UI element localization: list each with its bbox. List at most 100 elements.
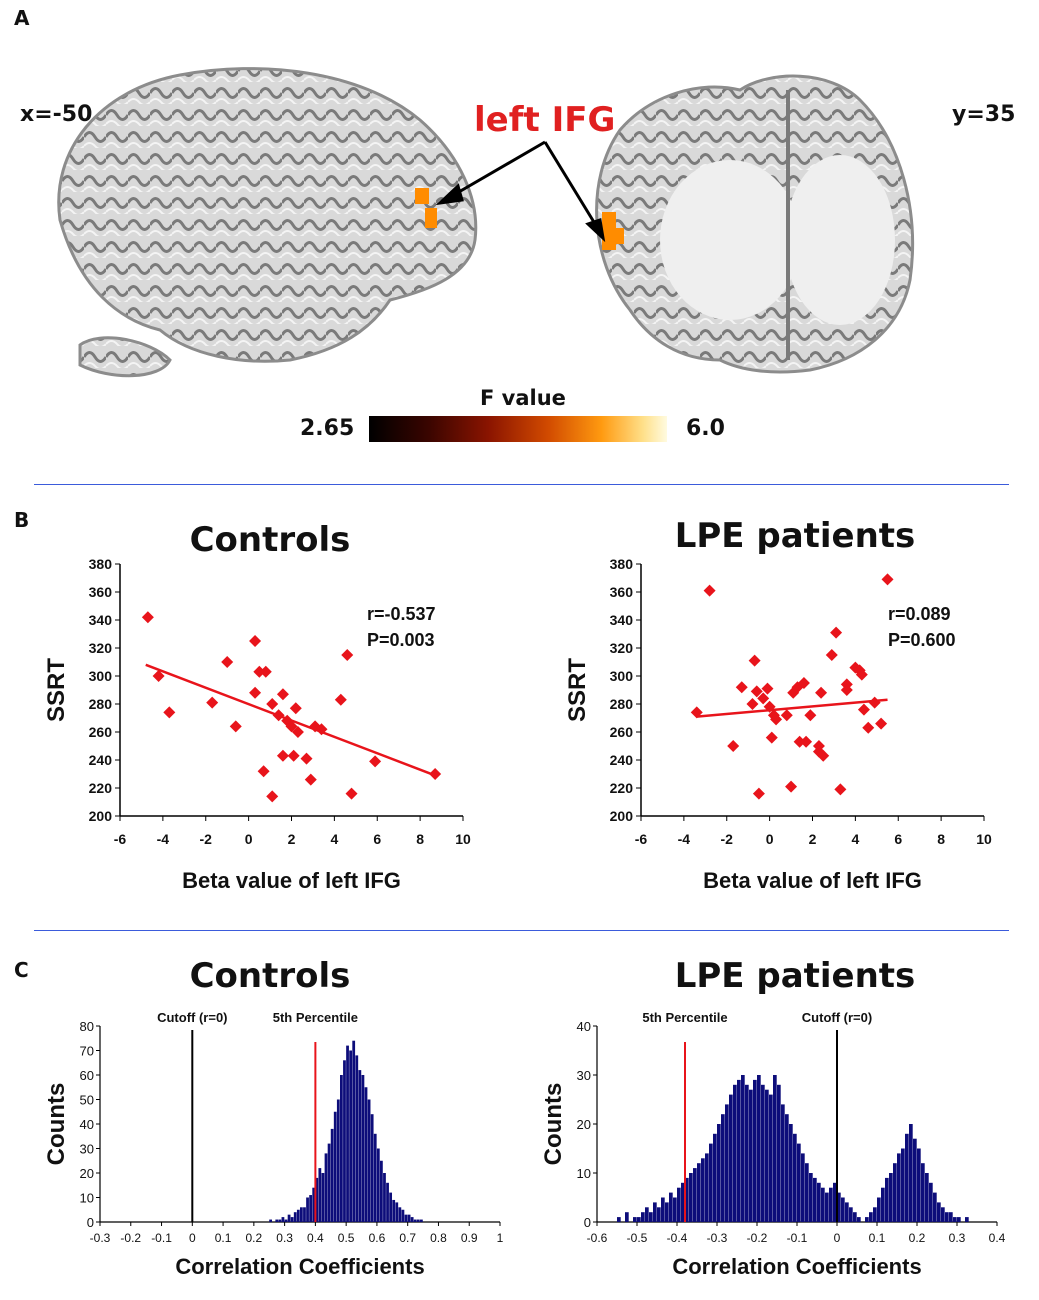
histogram-bar: [358, 1070, 362, 1222]
histogram-bar: [697, 1163, 701, 1222]
data-point: [763, 700, 776, 713]
y-tick-label: 280: [610, 696, 634, 712]
x-tick-label: 2: [288, 831, 296, 847]
x-tick-label: 8: [937, 831, 945, 847]
data-point: [266, 790, 279, 803]
x-tick-label: 10: [455, 831, 471, 847]
x-tick-label: 0.1: [869, 1231, 886, 1245]
histogram-bar: [809, 1173, 813, 1222]
data-point: [341, 649, 354, 661]
histogram-bar: [865, 1217, 869, 1222]
histogram-bar: [905, 1133, 909, 1222]
coronal-roi-side: [614, 228, 624, 244]
histogram-bar: [797, 1143, 801, 1222]
histogram-bar: [327, 1143, 331, 1222]
y-tick-label: 340: [89, 612, 113, 628]
stats-r: r=-0.537: [367, 604, 436, 624]
histogram-bar: [633, 1217, 637, 1222]
data-point: [797, 677, 810, 689]
y-axis-label: Counts: [540, 1083, 567, 1166]
y-tick-label: 50: [80, 1093, 94, 1108]
histogram-bar: [805, 1163, 809, 1222]
y-tick-label: 240: [610, 752, 634, 768]
histogram-bar: [825, 1192, 829, 1222]
scatter-lpe-title: LPE patients: [674, 516, 916, 556]
histogram-bar: [398, 1207, 402, 1222]
histogram-bar: [324, 1153, 328, 1222]
histogram-bar: [949, 1212, 953, 1222]
data-point: [770, 713, 783, 726]
coronal-brain-slice: [595, 74, 914, 374]
histogram-bar: [869, 1212, 873, 1222]
histogram-bar: [777, 1084, 781, 1222]
x-tick-label: 6: [894, 831, 902, 847]
histogram-bar: [617, 1217, 621, 1222]
data-point: [857, 703, 870, 716]
separator-ab: [34, 484, 1009, 485]
y-tick-label: 300: [89, 668, 113, 684]
data-point: [141, 611, 154, 624]
x-tick-label: 0: [834, 1231, 841, 1245]
histogram-bar: [713, 1133, 717, 1222]
histogram-bar: [889, 1173, 893, 1222]
histogram-bar: [641, 1212, 645, 1222]
histogram-bar: [921, 1163, 925, 1222]
histogram-bar: [303, 1207, 306, 1222]
x-tick-label: 0.9: [461, 1231, 478, 1245]
histogram-bar: [637, 1217, 641, 1222]
histogram-bar: [929, 1182, 933, 1222]
histogram-bar: [318, 1168, 322, 1222]
histogram-bar: [913, 1138, 917, 1222]
y-tick-label: 40: [577, 1019, 591, 1034]
histogram-bar: [343, 1060, 346, 1222]
histogram-bar: [410, 1217, 414, 1222]
data-point: [249, 686, 262, 699]
histogram-bar: [361, 1075, 365, 1222]
histogram-bar: [275, 1219, 279, 1222]
y-tick-label: 320: [89, 640, 113, 656]
colorbar-max-label: 6.0: [686, 416, 725, 441]
colorbar-min-label: 2.65: [300, 416, 355, 441]
histogram-bar: [793, 1133, 797, 1222]
stats-r: r=0.089: [888, 604, 951, 624]
histogram-bar: [945, 1212, 949, 1222]
data-point: [163, 706, 176, 719]
data-point: [834, 783, 847, 796]
histogram-bar: [761, 1084, 765, 1222]
y-tick-label: 220: [89, 780, 113, 796]
y-tick-label: 10: [80, 1191, 94, 1206]
histogram-bar: [685, 1177, 689, 1222]
data-point: [785, 780, 798, 793]
histogram-bar: [709, 1143, 713, 1222]
histogram-bar: [769, 1094, 773, 1222]
histogram-bar: [389, 1192, 393, 1222]
histogram-bar: [669, 1192, 673, 1222]
x-tick-label: -2: [200, 831, 213, 847]
x-tick-label: 0: [766, 831, 774, 847]
scatter-controls-title: Controls: [189, 520, 351, 560]
x-tick-label: 0: [245, 831, 253, 847]
histogram-bar: [661, 1197, 665, 1222]
data-point: [825, 649, 838, 661]
data-point: [257, 765, 270, 778]
x-tick-label: -0.1: [787, 1231, 808, 1245]
x-tick-label: 0.7: [399, 1231, 416, 1245]
histogram-bar: [693, 1168, 697, 1222]
data-point: [746, 698, 759, 710]
x-tick-label: 0.3: [949, 1231, 966, 1245]
histogram-bar: [933, 1192, 937, 1222]
data-point: [862, 721, 875, 734]
data-point: [735, 681, 748, 694]
histogram-bar: [937, 1202, 941, 1222]
histogram-bar: [287, 1214, 291, 1222]
x-axis-label: Beta value of left IFG: [182, 868, 401, 893]
histogram-bar: [701, 1158, 705, 1222]
x-tick-label: 0.4: [307, 1231, 324, 1245]
histogram-bar: [745, 1084, 749, 1222]
data-point: [817, 749, 830, 762]
roi-arrows: [435, 140, 606, 243]
histogram-bar: [413, 1219, 417, 1222]
x-tick-label: -6: [635, 831, 648, 847]
y-tick-label: 220: [610, 780, 634, 796]
y-tick-label: 260: [610, 724, 634, 740]
